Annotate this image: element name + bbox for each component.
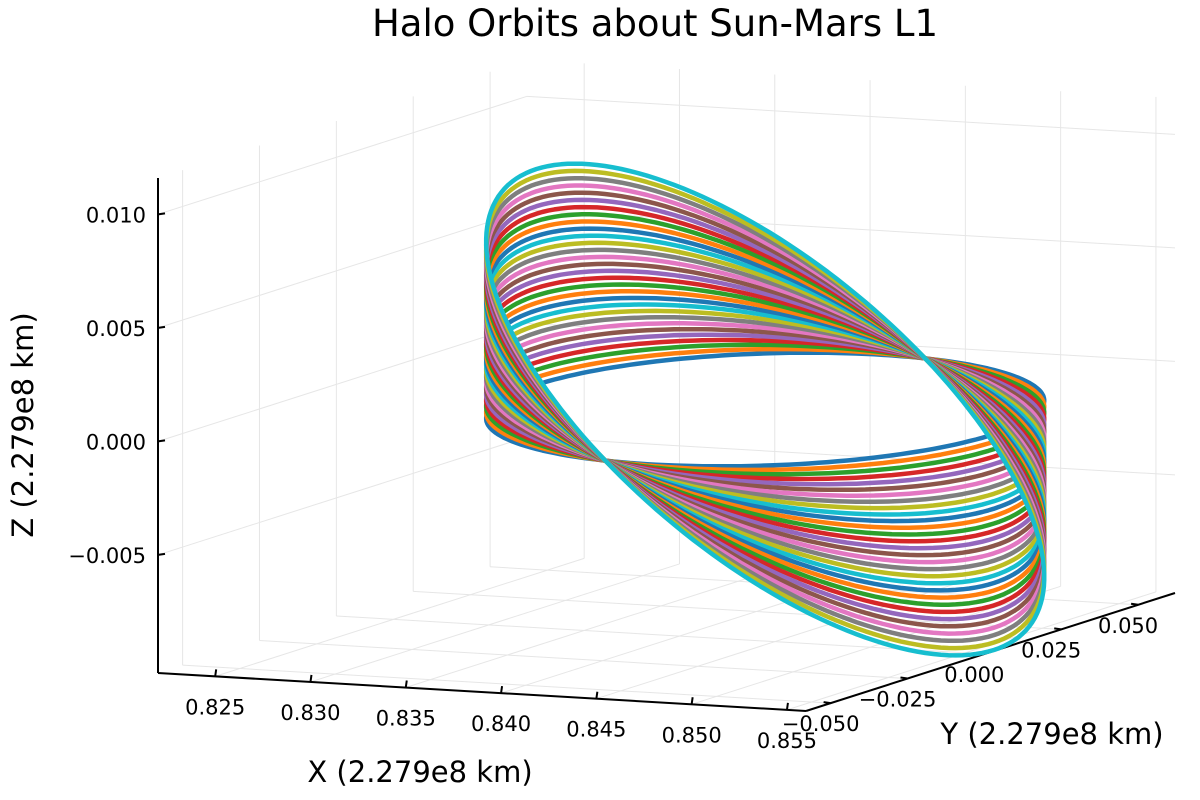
y-tick-mark [900,676,908,680]
grid-line [526,95,1176,135]
orbit-line [483,337,1047,482]
x-tick-mark [404,680,408,688]
x-tick-label: 0.850 [662,723,722,747]
y-tick-label: −0.025 [859,688,937,712]
tick-labels: 0.825 0.830 0.835 0.840 0.845 0.850 0.855−0.05… [68,203,1158,753]
y-tick-label: 0.025 [1021,638,1081,662]
x-tick-mark [309,674,313,683]
x-axis-line [157,672,807,712]
z-tick-mark [157,212,166,216]
grid-line [691,585,1061,705]
x-tick-mark [500,685,504,694]
grid-line [336,615,985,655]
x-tick-mark [595,691,599,699]
grid-line [786,591,1157,711]
orbit-line [483,342,1047,477]
y-tick-label: −0.050 [782,712,860,736]
orbit-line [483,289,1047,530]
orbit-line [483,302,1047,517]
z-tick-mark [157,325,166,329]
grid-line [526,436,1176,476]
orbit-line [483,321,1047,498]
orbit-line [483,261,1047,558]
chart-title: Halo Orbits about Sun-Mars L1 [372,2,938,45]
x-tick-mark [214,669,218,677]
z-tick-mark [157,552,166,556]
y-axis-label: Y (2.279e8 km) [939,717,1163,751]
grid-line [157,95,528,215]
grid-line [405,569,775,689]
y-tick-mark [1130,602,1139,606]
orbit-line [483,254,1047,565]
grid-line [413,590,1062,630]
grid-line [215,557,585,677]
grid-line [157,322,528,442]
orbit-line [483,268,1047,551]
z-axis-label: Z (2.279e8 km) [6,312,40,537]
z-tick-mark [157,439,166,443]
orbit-line [483,161,1047,658]
z-tick-label: 0.010 [86,203,146,227]
x-tick-label: 0.835 [376,707,436,731]
orbit-line [483,295,1047,524]
x-tick-label: 0.830 [280,701,340,725]
z-tick-label: −0.005 [68,544,146,568]
y-tick-mark [823,701,831,705]
orbit-line [483,326,1047,493]
z-tick-label: 0.005 [86,317,146,341]
orbit-series [483,161,1047,658]
grid-line [182,664,831,704]
orbit-line [483,332,1047,487]
y-tick-label: 0.050 [1098,614,1158,638]
orbit-line [483,308,1047,511]
grid-line [259,640,908,680]
x-axis-label: X (2.279e8 km) [307,755,532,789]
grid-line [526,209,1176,249]
orbit-line [483,275,1047,544]
y-tick-label: 0.000 [944,663,1004,687]
grid-line [310,563,680,683]
x-tick-label: 0.840 [471,712,531,736]
x-tick-mark [690,697,694,705]
y-tick-mark [1054,627,1062,631]
z-tick-label: 0.000 [86,430,146,454]
x-tick-mark [785,702,789,711]
orbit-line [483,314,1047,505]
x-tick-label: 0.825 [185,695,245,719]
grid-line [157,436,528,556]
x-tick-label: 0.845 [566,718,626,742]
orbit-line [483,282,1047,537]
x-tick-label: 0.855 [757,729,817,753]
grid-line [157,209,528,329]
